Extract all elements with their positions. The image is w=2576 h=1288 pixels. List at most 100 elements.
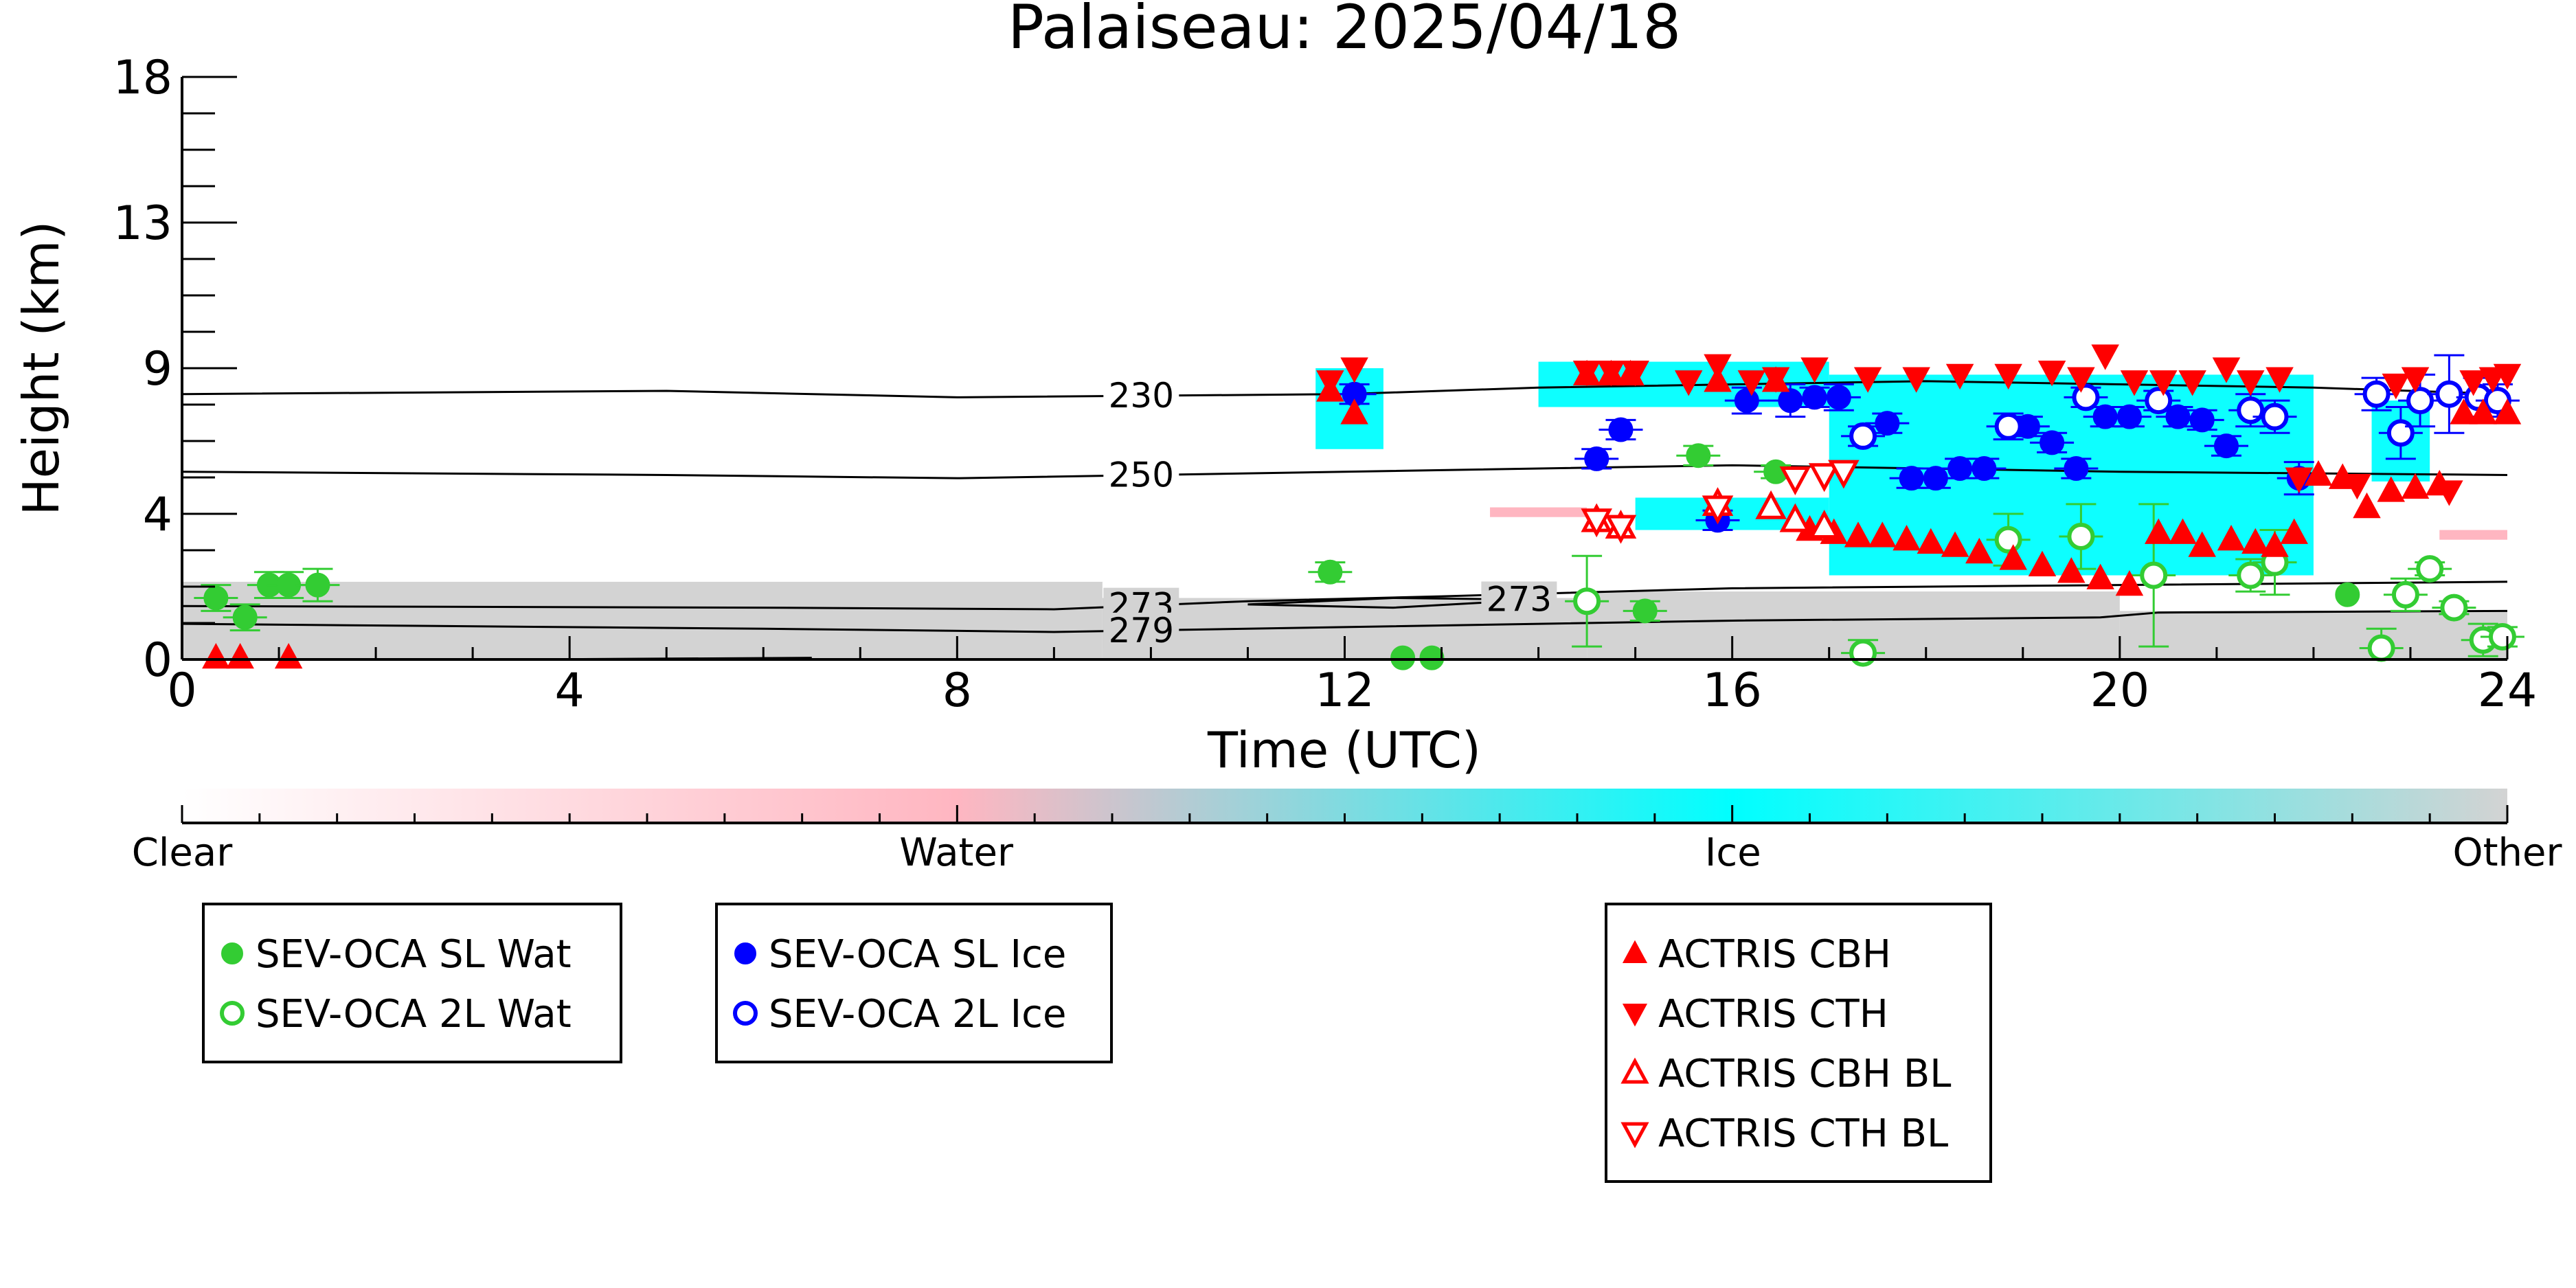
- legend-label: ACTRIS CTH BL: [1658, 1111, 1948, 1156]
- data-point: [2459, 370, 2487, 396]
- legend-item: ACTRIS CTH: [1622, 992, 1888, 1037]
- x-axis-label: Time (UTC): [1207, 721, 1481, 779]
- data-point: [2067, 522, 2095, 550]
- data-point: [1704, 354, 1732, 380]
- legend-marker: [220, 1001, 245, 1026]
- x-tick-label: 16: [1702, 664, 1762, 718]
- x-tick-label: 12: [1315, 664, 1375, 718]
- legend-item: SEV-OCA SL Wat: [221, 932, 572, 977]
- legend-label: SEV-OCA SL Ice: [769, 932, 1066, 977]
- legend-marker: [221, 942, 243, 964]
- data-point: [1945, 363, 1974, 390]
- data-point: [2493, 363, 2522, 390]
- data-point: [1632, 598, 1658, 624]
- data-point: [1826, 385, 1851, 410]
- data-point: [1828, 460, 1860, 489]
- data-point: [2435, 480, 2463, 506]
- data-point: [1581, 508, 1612, 538]
- data-point: [1755, 490, 1787, 519]
- y-tick-label: 18: [113, 51, 172, 105]
- axes: 0 4 8 12 16 20 24 0 4 9 13 18: [113, 51, 2537, 718]
- data-point: [1965, 537, 1993, 564]
- data-point: [2382, 373, 2410, 400]
- data-point: [2353, 492, 2381, 519]
- data-point: [2469, 398, 2497, 425]
- data-point: [2435, 380, 2463, 408]
- data-point: [2285, 467, 2314, 493]
- contour-label-250: 250: [1109, 455, 1174, 495]
- data-point: [2116, 404, 2142, 429]
- data-point: [1674, 370, 1703, 396]
- data-point: [203, 585, 229, 611]
- data-point: [2241, 528, 2270, 554]
- data-point: [2261, 403, 2289, 431]
- x-tick-label: 8: [942, 664, 972, 718]
- data-point: [2188, 531, 2216, 557]
- data-point: [2144, 518, 2173, 544]
- data-point: [2178, 370, 2206, 396]
- data-point: [2212, 357, 2241, 383]
- legends: SEV-OCA SL Wat SEV-OCA 2L Wat SEV-OCA SL I…: [202, 903, 1992, 1183]
- x-tick-label: 24: [2478, 664, 2538, 718]
- legend-frame: [715, 903, 1113, 1063]
- contour-label-279: 279: [1109, 611, 1174, 651]
- data-point: [1994, 526, 2022, 554]
- legend-marker: [1620, 1122, 1649, 1149]
- data-point: [2189, 407, 2215, 433]
- legend-marker: [1622, 1004, 1648, 1027]
- legend-label: ACTRIS CTH: [1658, 992, 1888, 1037]
- data-point: [2440, 594, 2468, 622]
- data-point: [2067, 367, 2095, 393]
- data-point: [1844, 521, 1873, 547]
- x-tick-label: 4: [555, 664, 585, 718]
- contour-label-230: 230: [1109, 376, 1174, 416]
- data-point: [1621, 361, 1649, 387]
- data-point: [1778, 388, 1803, 414]
- data-point: [1849, 422, 1877, 450]
- data-point: [1608, 417, 1634, 442]
- legend-box-1: SEV-OCA SL Wat SEV-OCA 2L Wat: [202, 903, 622, 1063]
- chart-title: Palaiseau: 2025/04/18: [1008, 0, 1681, 63]
- data-point: [2343, 473, 2371, 500]
- data-point: [1318, 559, 1343, 585]
- data-point: [2416, 555, 2444, 583]
- data-point: [1808, 510, 1840, 539]
- legend-marker: [733, 1001, 758, 1026]
- contour-line-250-1: [182, 464, 2507, 479]
- data-point: [2280, 518, 2308, 544]
- data-point: [2057, 557, 2086, 583]
- data-point: [1999, 544, 2027, 570]
- data-point: [1971, 456, 1997, 482]
- data-point: [1868, 521, 1897, 547]
- legend-frame: [1605, 903, 1992, 1183]
- data-point: [1849, 639, 1877, 667]
- contour-line-279-4: [182, 609, 2507, 633]
- data-point: [2401, 473, 2430, 499]
- legend-marker: [734, 942, 756, 964]
- data-point: [2115, 569, 2144, 596]
- water-region-1: [2439, 530, 2507, 540]
- data-point: [2149, 370, 2178, 396]
- legend-label: SEV-OCA 2L Ice: [769, 992, 1066, 1037]
- data-point: [1572, 361, 1601, 387]
- data-point: [1853, 367, 1882, 393]
- x-tick-label: 20: [2090, 664, 2150, 718]
- data-point: [2386, 419, 2415, 447]
- data-point: [2091, 344, 2119, 370]
- contour-label-bg-4: [1103, 612, 1179, 648]
- y-tick-label: 13: [113, 196, 172, 251]
- data-point: [2140, 561, 2168, 589]
- legend-frame: [202, 903, 622, 1063]
- data-point: [2145, 387, 2173, 415]
- series-actris-cth-bl: [1581, 460, 1860, 544]
- data-point: [2367, 634, 2395, 662]
- legend-marker: [1620, 1057, 1649, 1084]
- colorbar-label-water: Water: [899, 831, 1014, 875]
- colorbar: Clear Water Ice Other: [132, 789, 2562, 875]
- data-point: [2086, 563, 2114, 589]
- data-point: [1800, 357, 1829, 383]
- data-point: [2391, 580, 2419, 609]
- data-point: [1597, 361, 1625, 387]
